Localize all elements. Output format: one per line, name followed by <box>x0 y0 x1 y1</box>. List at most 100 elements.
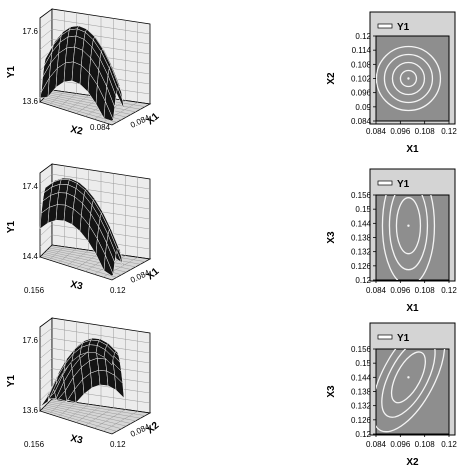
z-tick-top: 17.4 <box>22 182 38 191</box>
grid-line <box>84 407 114 426</box>
y-tick-label: 0.126 <box>351 262 372 271</box>
grid-line <box>48 247 141 265</box>
optimum-point <box>407 77 410 80</box>
surface-patch <box>58 183 69 194</box>
surface-patch <box>103 101 114 122</box>
grid-line <box>39 358 53 370</box>
legend-swatch <box>377 180 393 186</box>
legend-swatch <box>377 334 393 340</box>
x-axis-label: X2 <box>406 457 419 468</box>
y-tick-label: 0.09 <box>355 103 371 112</box>
z-axis-label: Y1 <box>6 65 17 78</box>
contour-line <box>388 195 429 271</box>
grid-line <box>39 327 53 338</box>
y-tick-label: 0.12 <box>355 430 371 439</box>
x-tick-label: 0.108 <box>415 286 436 295</box>
grid-line <box>39 224 53 237</box>
y-axis-label: X2 <box>145 420 162 437</box>
grid-line <box>75 405 102 423</box>
legend-label: Y1 <box>397 179 410 190</box>
x-tick-label: 0.096 <box>390 127 411 136</box>
y-axis-label: X1 <box>145 266 162 283</box>
x-tick-1: 0.156 <box>24 440 45 449</box>
grid-line <box>39 18 53 29</box>
y-tick-label: 0.12 <box>355 276 371 285</box>
contour-line <box>381 349 436 418</box>
grid-line <box>102 411 138 432</box>
optimum-point <box>407 376 410 379</box>
grid-line <box>39 348 53 359</box>
x-tick-2: 0.12 <box>110 286 126 295</box>
legend-label: Y1 <box>397 22 410 33</box>
grid-line <box>39 338 53 349</box>
contour-line <box>376 45 442 112</box>
plot-area <box>375 35 450 122</box>
grid-line <box>93 409 126 429</box>
legend-label: Y1 <box>397 333 410 344</box>
x-axis-label: X3 <box>69 433 84 446</box>
y-tick-label: 0.156 <box>351 345 372 354</box>
z-tick-bottom: 14.4 <box>22 252 38 261</box>
z-axis-label: Y1 <box>6 220 17 233</box>
y-tick-label: 0.15 <box>355 359 371 368</box>
x-axis-label: X1 <box>406 144 419 155</box>
grid-line <box>47 403 136 422</box>
x-tick-1: 0.084 <box>90 123 111 132</box>
x-tick-label: 0.12 <box>441 440 457 449</box>
surface-mesh <box>39 25 125 122</box>
contour-plot-2: Y10.1560.150.1440.1380.1320.1260.120.084… <box>326 168 457 314</box>
x-tick-label: 0.108 <box>415 440 436 449</box>
y-tick-label: 0.132 <box>351 248 372 257</box>
surface-mesh <box>39 337 125 408</box>
y-tick-label: 0.084 <box>351 117 372 126</box>
contour-line <box>381 195 436 280</box>
y-tick-label: 0.12 <box>355 32 371 41</box>
legend-swatch <box>377 23 393 29</box>
contour-plot-1: Y1 0.12 0.114 0.108 0.102 0.096 0.09 0.0840.084… <box>326 11 457 155</box>
plot-area <box>375 194 450 281</box>
grid-line <box>39 234 53 247</box>
z-axis-label: Y1 <box>6 374 17 387</box>
plot-area <box>375 348 450 435</box>
surface-patch <box>55 204 66 221</box>
z-tick-top: 17.6 <box>22 27 38 36</box>
surface-patch <box>90 369 101 389</box>
surface-patch <box>71 61 82 85</box>
z-tick-bottom: 13.6 <box>22 406 38 415</box>
surface-patch <box>103 255 114 277</box>
contour-lines <box>376 349 446 433</box>
grid-line <box>50 400 146 416</box>
y-tick-label: 0.138 <box>351 234 372 243</box>
contour-line <box>383 53 434 104</box>
surface-patch <box>63 204 74 225</box>
surface-patch <box>59 179 70 185</box>
grid-line <box>39 173 53 184</box>
surface-patch <box>103 349 114 366</box>
grid-line <box>39 29 53 40</box>
y-tick-label: 0.144 <box>351 373 372 382</box>
x-tick-label: 0.108 <box>415 127 436 136</box>
optimum-point <box>407 224 410 227</box>
x-axis-label: X1 <box>406 303 419 314</box>
grid-line <box>47 94 136 113</box>
grid-line <box>47 249 136 268</box>
grid-line <box>39 39 53 50</box>
surface-patch <box>87 344 98 354</box>
x-tick-label: 0.12 <box>441 286 457 295</box>
y-tick-label: 0.114 <box>352 46 372 55</box>
z-tick-bottom: 13.6 <box>22 97 38 106</box>
surface-mesh <box>39 177 125 277</box>
x-tick-label: 0.096 <box>390 440 411 449</box>
contour-lines <box>381 195 436 280</box>
y-tick-label: 0.102 <box>351 75 372 84</box>
x-tick-2: 0.12 <box>110 440 126 449</box>
y-tick-label: 0.156 <box>351 191 372 200</box>
z-tick-top: 17.6 <box>22 336 38 345</box>
grid-line <box>39 378 53 391</box>
y-tick-label: 0.126 <box>351 416 372 425</box>
y-tick-label: 0.096 <box>351 89 372 98</box>
